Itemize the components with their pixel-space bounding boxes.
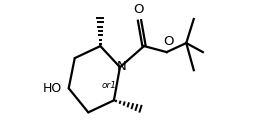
Text: or1: or1 [102, 81, 117, 90]
Text: N: N [117, 60, 126, 73]
Text: HO: HO [43, 82, 62, 95]
Text: O: O [133, 3, 143, 16]
Text: O: O [163, 35, 173, 48]
